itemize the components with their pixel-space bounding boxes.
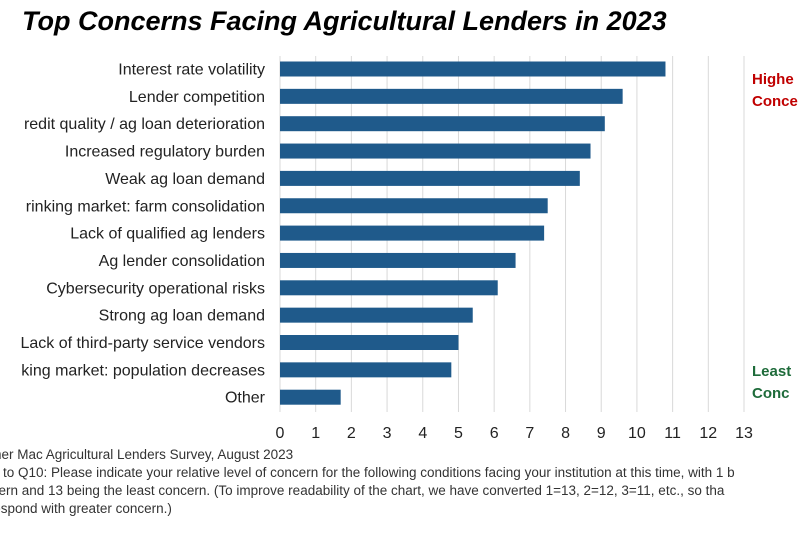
- bar: [280, 170, 580, 186]
- x-tick-label: 3: [383, 425, 392, 442]
- note-line-4: correspond with greater concern.): [0, 501, 172, 516]
- bar: [280, 116, 605, 132]
- category-label: Other: [225, 390, 266, 407]
- bar: [280, 389, 341, 405]
- bar-chart: Interest rate volatility Lender competiti…: [20, 56, 798, 442]
- note-line-3: concern and 13 being the least concern. …: [0, 483, 725, 498]
- category-label: Ag lender consolidation: [99, 253, 265, 270]
- category-label: Lender competition: [129, 89, 265, 106]
- category-label: Increased regulatory burden: [65, 144, 265, 161]
- x-tick-label: 6: [490, 425, 499, 442]
- chart-title: Top Concerns Facing Agricultural Lenders…: [22, 6, 667, 36]
- bars: [280, 61, 666, 405]
- bar: [280, 198, 548, 214]
- category-label: Lack of third-party service vendors: [20, 335, 265, 352]
- category-label: Lack of qualified ag lenders: [70, 226, 265, 243]
- source-note: Farmer Mac Agricultural Lenders Survey, …: [0, 447, 294, 462]
- x-tick-label: 12: [699, 425, 717, 442]
- x-tick-label: 13: [735, 425, 753, 442]
- bar: [280, 362, 452, 378]
- x-tick-label: 0: [276, 425, 285, 442]
- category-labels: Interest rate volatility Lender competiti…: [20, 62, 265, 407]
- bar: [280, 307, 473, 323]
- x-tick-label: 11: [664, 425, 681, 442]
- x-tick-label: 4: [418, 425, 427, 442]
- x-tick-label: 2: [347, 425, 356, 442]
- category-label: king market: population decreases: [21, 362, 265, 379]
- higher-concern-label-line2: Conce: [752, 93, 798, 110]
- x-tick-label: 7: [525, 425, 534, 442]
- bar: [280, 280, 498, 296]
- x-tick-label: 5: [454, 425, 463, 442]
- bar: [280, 252, 516, 268]
- category-label: rinking market: farm consolidation: [26, 198, 265, 215]
- x-tick-label: 8: [561, 425, 570, 442]
- x-tick-label: 1: [311, 425, 320, 442]
- bar: [280, 61, 666, 77]
- chart-notes: Farmer Mac Agricultural Lenders Survey, …: [0, 446, 800, 518]
- bar: [280, 143, 591, 159]
- category-label: Weak ag loan demand: [105, 171, 265, 188]
- note-line-2: onse to Q10: Please indicate your relati…: [0, 465, 735, 480]
- bar: [280, 88, 623, 104]
- x-axis-tick-labels: 0 1 2 3 4 5 6 7 8 9 10 11 12 13: [276, 425, 753, 442]
- category-label: Strong ag loan demand: [99, 308, 265, 325]
- category-label: Cybersecurity operational risks: [46, 280, 265, 297]
- higher-concern-label-line1: Highe: [752, 71, 794, 88]
- least-concern-label-line2: Conc: [752, 385, 790, 402]
- bar: [280, 335, 459, 350]
- x-tick-label: 9: [597, 425, 606, 442]
- category-label: Interest rate volatility: [118, 62, 265, 79]
- least-concern-label-line1: Least: [752, 363, 791, 380]
- category-label: redit quality / ag loan deterioration: [24, 116, 265, 133]
- x-tick-label: 10: [628, 425, 646, 442]
- bar: [280, 225, 545, 241]
